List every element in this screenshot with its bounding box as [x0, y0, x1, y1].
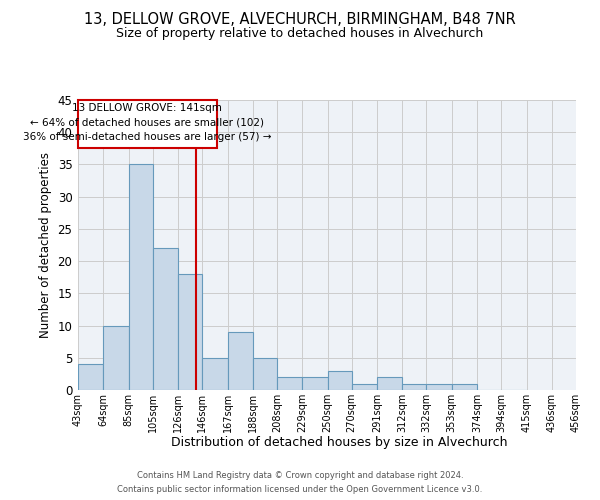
Text: Distribution of detached houses by size in Alvechurch: Distribution of detached houses by size … — [171, 436, 507, 449]
Bar — [302, 377, 328, 390]
Bar — [352, 384, 377, 390]
Bar — [227, 332, 253, 390]
Y-axis label: Number of detached properties: Number of detached properties — [39, 152, 52, 338]
Text: 13 DELLOW GROVE: 141sqm: 13 DELLOW GROVE: 141sqm — [73, 104, 222, 114]
Bar — [153, 248, 178, 390]
Bar — [427, 384, 452, 390]
Text: 13, DELLOW GROVE, ALVECHURCH, BIRMINGHAM, B48 7NR: 13, DELLOW GROVE, ALVECHURCH, BIRMINGHAM… — [84, 12, 516, 28]
Text: Contains HM Land Registry data © Crown copyright and database right 2024.: Contains HM Land Registry data © Crown c… — [137, 472, 463, 480]
Bar — [78, 364, 103, 390]
Bar — [277, 377, 302, 390]
Bar — [403, 384, 427, 390]
Text: ← 64% of detached houses are smaller (102): ← 64% of detached houses are smaller (10… — [31, 118, 265, 128]
Text: Size of property relative to detached houses in Alvechurch: Size of property relative to detached ho… — [116, 28, 484, 40]
Bar — [253, 358, 277, 390]
Bar — [78, 100, 217, 148]
Bar — [202, 358, 227, 390]
Bar — [452, 384, 477, 390]
Bar — [178, 274, 202, 390]
Text: 36% of semi-detached houses are larger (57) →: 36% of semi-detached houses are larger (… — [23, 132, 272, 142]
Bar — [328, 370, 352, 390]
Bar — [128, 164, 153, 390]
Bar — [103, 326, 128, 390]
Bar — [377, 377, 403, 390]
Text: Contains public sector information licensed under the Open Government Licence v3: Contains public sector information licen… — [118, 484, 482, 494]
